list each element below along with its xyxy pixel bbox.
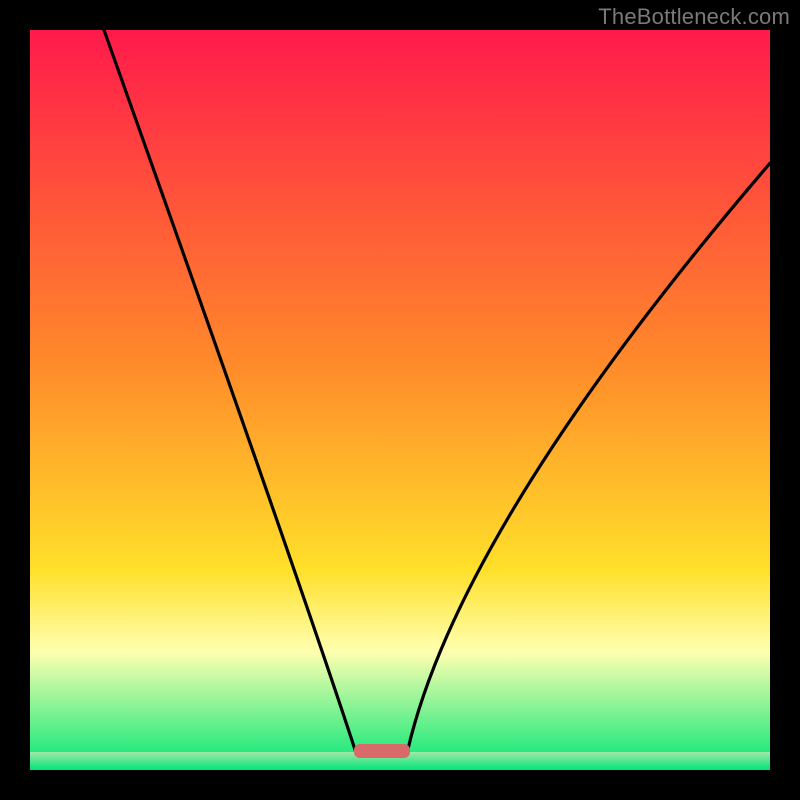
optimal-marker — [354, 744, 410, 758]
curve-left — [104, 30, 356, 752]
curve-right — [407, 163, 770, 751]
plot-area — [30, 30, 770, 770]
bottleneck-curve — [30, 30, 770, 770]
watermark-text: TheBottleneck.com — [598, 4, 790, 30]
